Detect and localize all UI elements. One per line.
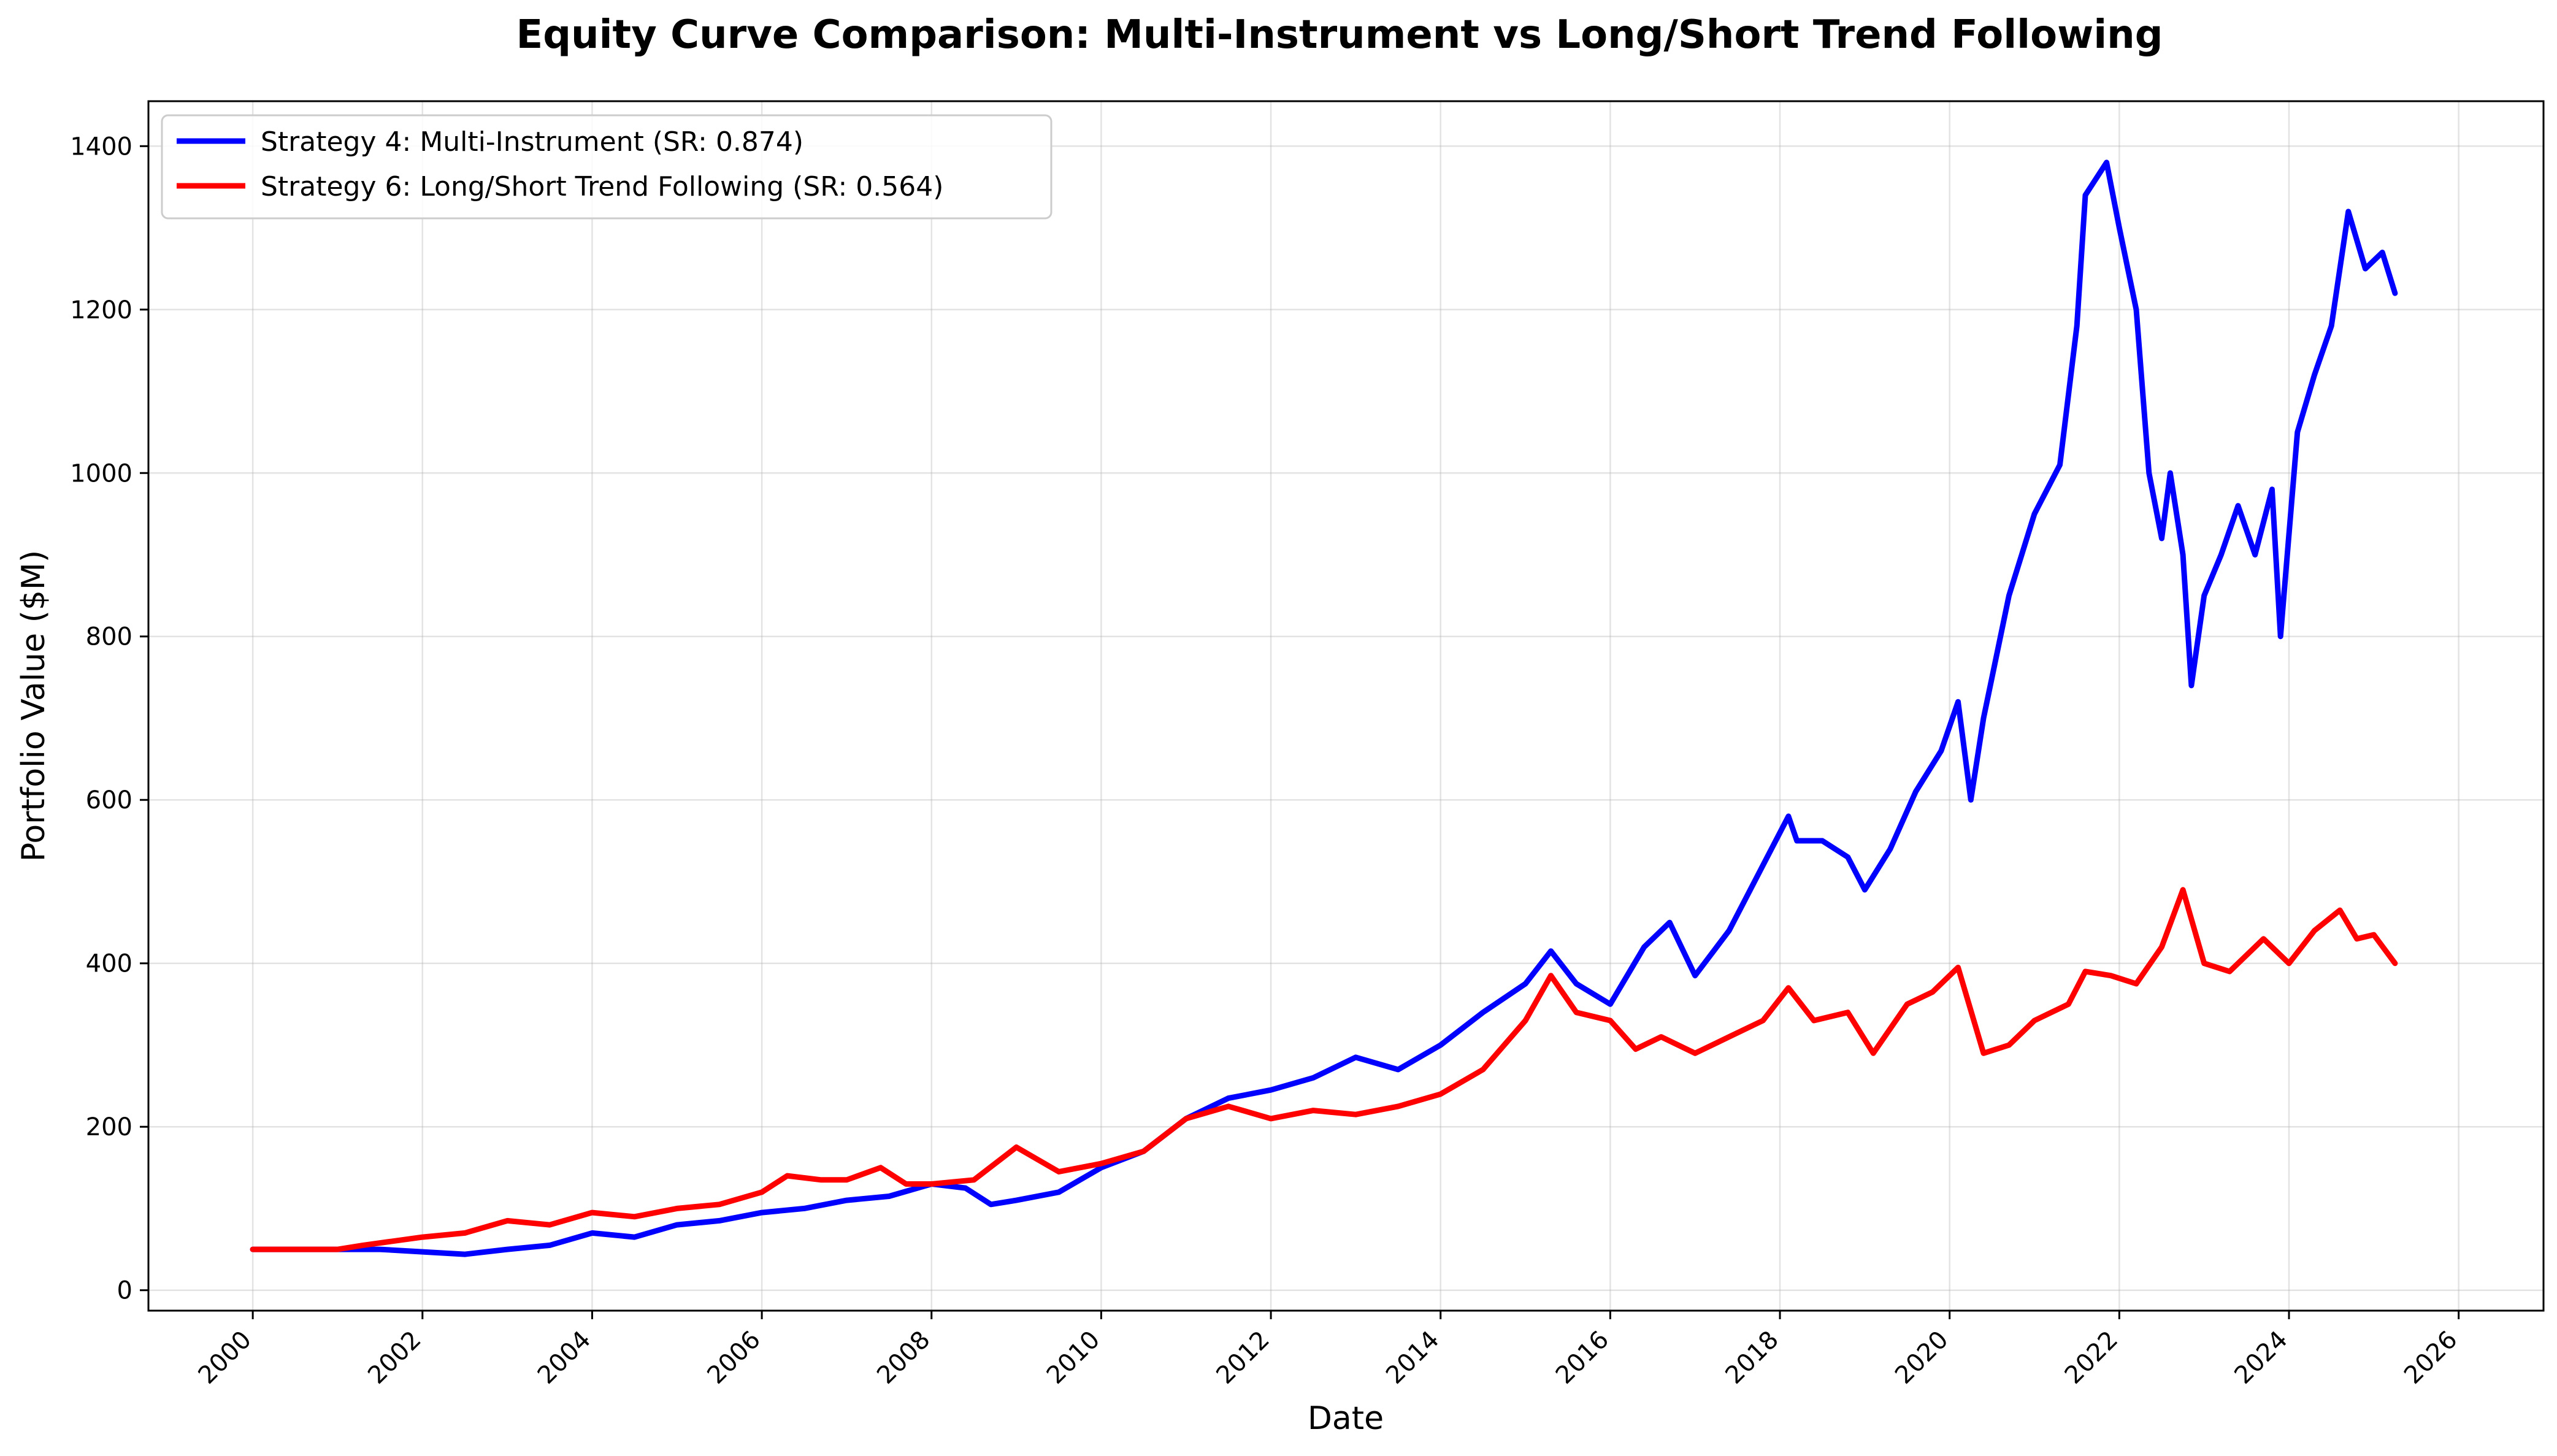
series-line-strategy-4 [250,159,2398,1257]
plot-frame [147,100,2545,1312]
y-tick-label: 600 [86,786,132,814]
y-tick-label: 200 [86,1113,132,1141]
y-tick-label: 800 [86,623,132,651]
series-line-strategy-6 [250,887,2398,1252]
y-tick-label: 1200 [70,296,132,324]
legend-label-strategy-6: Strategy 6: Long/Short Trend Following (… [261,171,943,202]
y-tick-label: 400 [86,950,132,978]
y-tick-label: 1000 [70,459,132,488]
x-axis-label: Date [1308,1400,1384,1437]
legend: Strategy 4: Multi-Instrument (SR: 0.874)… [161,114,1052,220]
y-tick-label: 1400 [70,132,132,161]
y-axis-ticks: 0 200 400 600 800 1000 1200 1400 [70,132,148,1305]
y-tick-label: 0 [117,1277,132,1305]
legend-box [161,114,1052,220]
grid-lines [148,101,2544,1311]
chart-title: Equity Curve Comparison: Multi-Instrumen… [516,12,2163,58]
series-layer [250,159,2398,1257]
legend-label-strategy-4: Strategy 4: Multi-Instrument (SR: 0.874) [261,126,803,158]
y-axis-label: Portfolio Value ($M) [15,550,52,862]
